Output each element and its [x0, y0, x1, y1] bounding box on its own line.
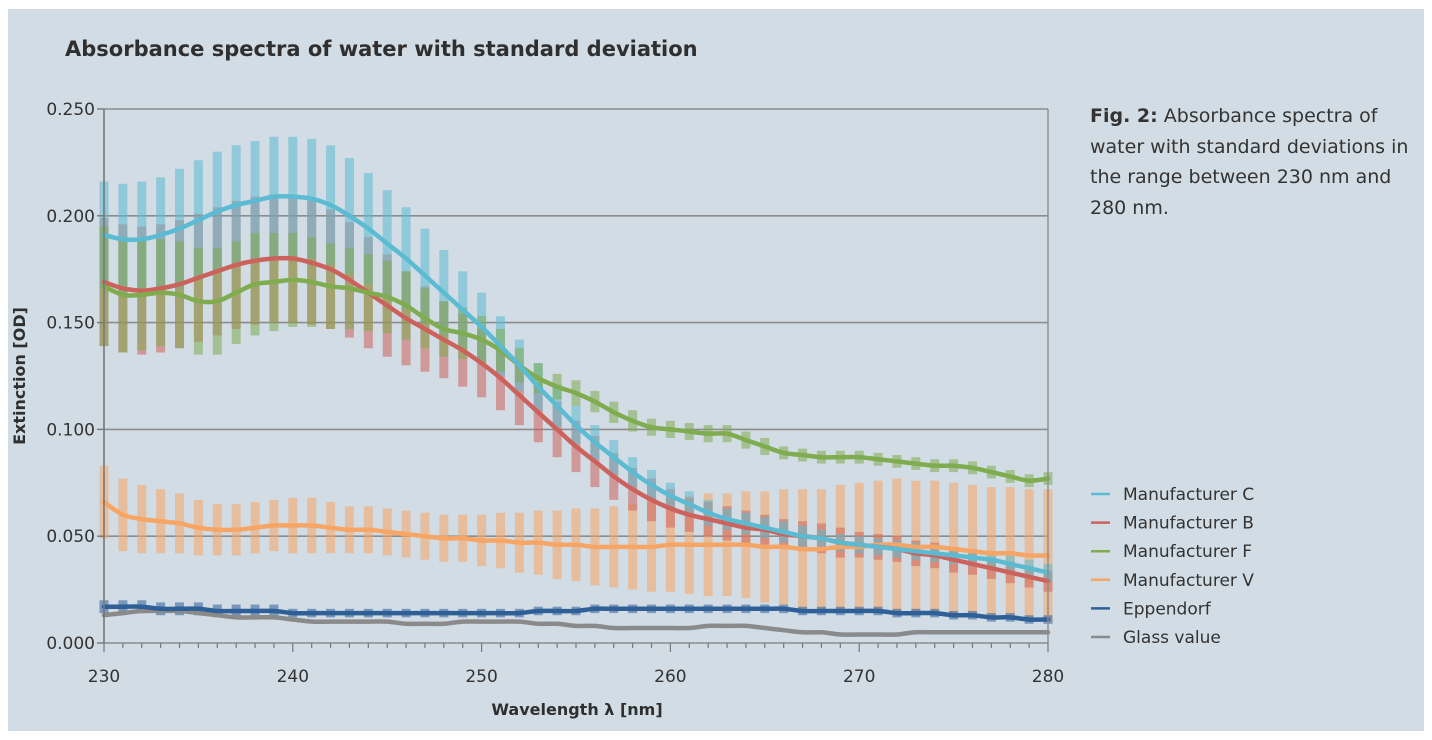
legend-label: Manufacturer F [1123, 542, 1252, 562]
series-line [101, 277, 1051, 483]
legend-label: Glass value [1123, 628, 1221, 648]
series-line [101, 193, 1051, 575]
x-tick-label: 230 [88, 667, 120, 687]
series-line [101, 604, 1051, 622]
series-line [101, 608, 1051, 637]
y-tick-label: 0.000 [46, 634, 95, 654]
x-tick-label: 270 [843, 667, 875, 687]
axes: 0.000 0.050 0.100 0.150 0.200 0.250 230 240 250 2… [46, 100, 1064, 687]
x-tick-label: 280 [1032, 667, 1064, 687]
y-tick-label: 0.100 [46, 420, 95, 440]
y-tick-label: 0.200 [46, 207, 95, 227]
x-tick-label: 240 [277, 667, 309, 687]
series-lines [101, 193, 1051, 637]
chart-title: Absorbance spectra of water with standar… [65, 37, 698, 61]
y-tick-label: 0.250 [46, 100, 95, 120]
y-tick-label: 0.150 [46, 314, 95, 334]
caption-label: Fig. 2: [1090, 105, 1158, 127]
legend-label: Manufacturer B [1123, 514, 1254, 534]
legend-label: Manufacturer V [1123, 571, 1254, 591]
y-axis-title: Extinction [OD] [10, 307, 29, 445]
figure-caption: Fig. 2: Absorbance spectra of water with… [1090, 101, 1410, 223]
x-axis-title: Wavelength λ [nm] [491, 700, 662, 719]
legend-label: Eppendorf [1123, 599, 1212, 619]
legend-label: Manufacturer C [1123, 485, 1254, 505]
series-line [101, 499, 1051, 558]
x-tick-label: 250 [465, 667, 497, 687]
legend: Manufacturer C Manufacturer B Manufacturer… [1091, 485, 1254, 648]
x-tick-label: 260 [654, 667, 686, 687]
y-tick-label: 0.050 [46, 527, 95, 547]
caption-text: Absorbance spectra of water with standar… [1090, 105, 1409, 219]
